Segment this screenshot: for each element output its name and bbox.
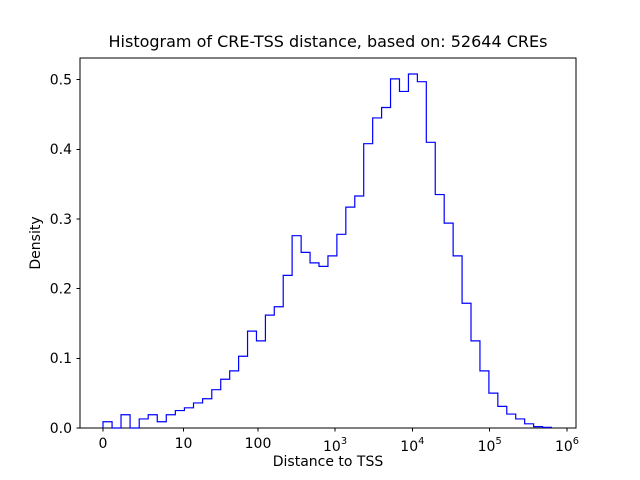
y-tick-label: 0.1 <box>50 351 72 367</box>
plot-border <box>79 57 577 429</box>
y-tick-label: 0.5 <box>50 72 72 88</box>
x-tick-label: 103 <box>323 436 347 455</box>
y-tick-label: 0.0 <box>50 421 72 437</box>
y-tick-label: 0.3 <box>50 212 72 228</box>
x-axis-label: Distance to TSS <box>272 454 384 470</box>
chart-title: Histogram of CRE-TSS distance, based on:… <box>108 32 548 51</box>
x-tick-label: 105 <box>478 436 502 455</box>
y-tick-label: 0.2 <box>50 281 72 297</box>
y-tick-label: 0.4 <box>50 142 72 158</box>
x-tick-label: 106 <box>555 436 579 455</box>
x-tick-label: 100 <box>245 436 272 452</box>
histogram-line <box>102 73 553 429</box>
x-tick-label: 10 <box>175 436 193 452</box>
x-tick-label: 0 <box>99 436 108 452</box>
x-tick-label: 104 <box>400 436 424 455</box>
